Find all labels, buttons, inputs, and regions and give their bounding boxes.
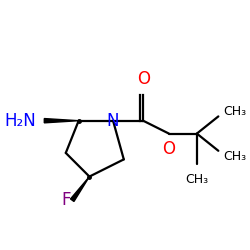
Text: CH₃: CH₃ bbox=[185, 173, 208, 186]
Text: N: N bbox=[107, 112, 119, 130]
Text: O: O bbox=[162, 140, 175, 158]
Text: H₂N: H₂N bbox=[4, 112, 36, 130]
Text: CH₃: CH₃ bbox=[224, 104, 247, 118]
Polygon shape bbox=[70, 176, 90, 202]
Text: CH₃: CH₃ bbox=[224, 150, 247, 163]
Text: F: F bbox=[61, 191, 70, 209]
Text: O: O bbox=[137, 70, 150, 88]
Polygon shape bbox=[44, 118, 79, 123]
